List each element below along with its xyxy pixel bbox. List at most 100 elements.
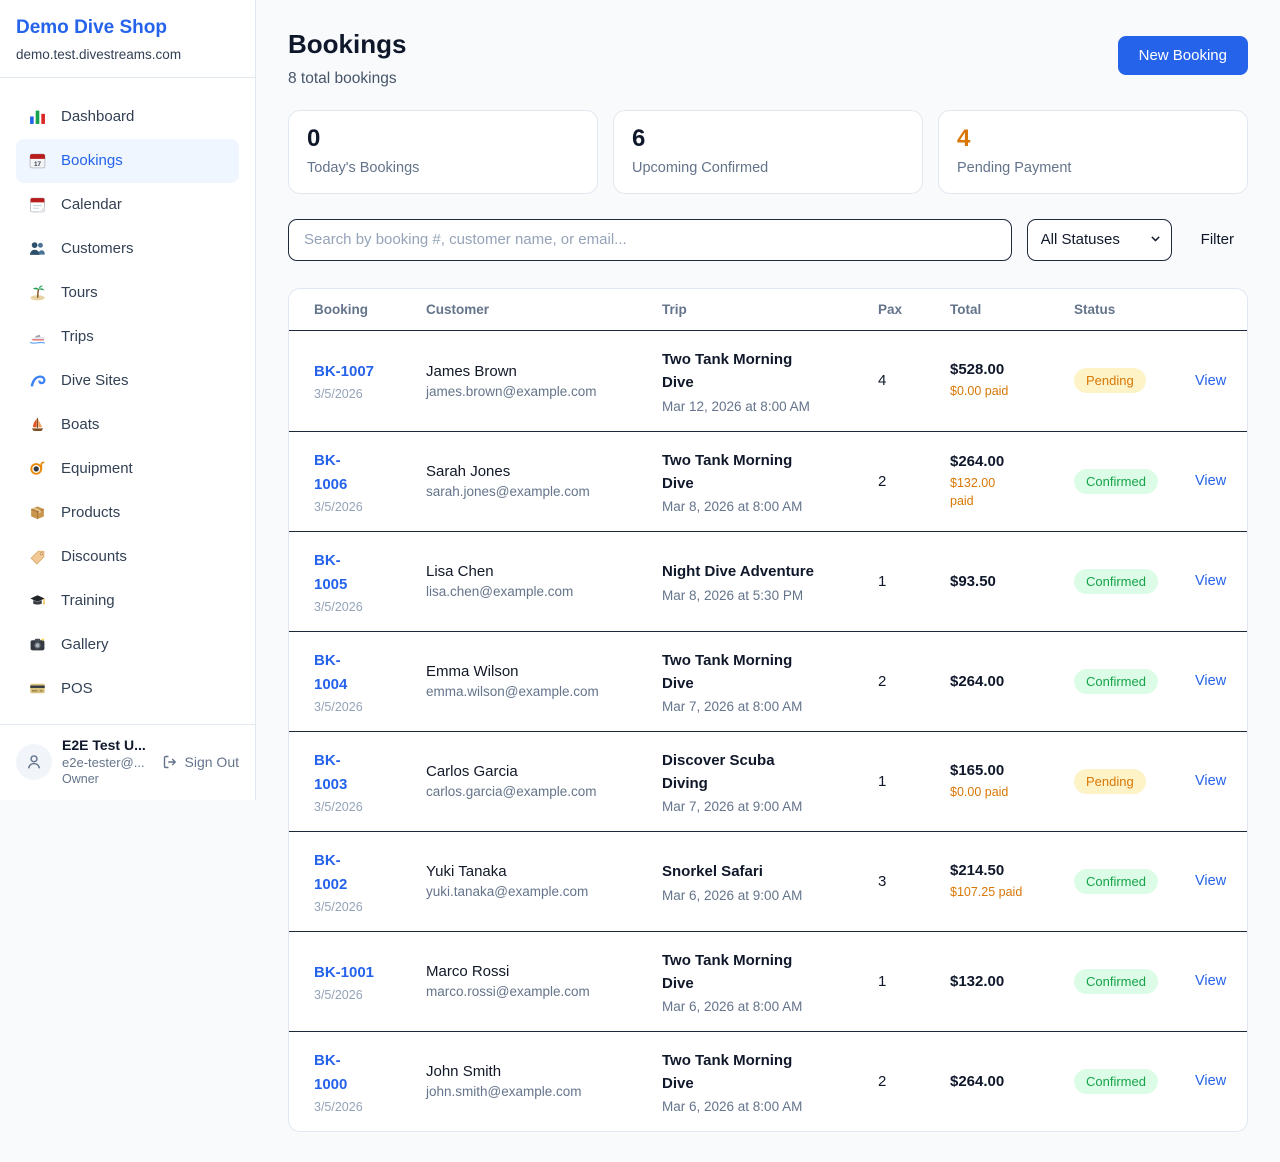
customer-cell: Emma Wilson emma.wilson@example.com (426, 663, 662, 699)
sign-out-icon (163, 755, 176, 768)
search-input[interactable] (288, 218, 1012, 261)
sidebar-item-customers[interactable]: Customers (16, 227, 239, 271)
sidebar-item-calendar[interactable]: Calendar (16, 183, 239, 227)
booking-cell: BK-1001 3/5/2026 (314, 961, 426, 1002)
status-cell: Pending (1074, 368, 1195, 394)
sidebar-item-discounts[interactable]: Discounts (16, 535, 239, 579)
trip-datetime: Mar 6, 2026 at 9:00 AM (662, 887, 803, 903)
customer-name: Marco Rossi (426, 963, 510, 981)
trip-name: Two Tank Morning Dive (662, 1051, 793, 1092)
booking-cell: BK- 1003 3/5/2026 (314, 749, 426, 814)
customer-cell: Marco Rossi marco.rossi@example.com (426, 963, 662, 999)
booking-date: 3/5/2026 (314, 899, 363, 914)
total-amount: $264.00 (950, 452, 1005, 470)
user-info: E2E Test U... e2e-tester@... Owner (62, 737, 146, 786)
booking-id-link[interactable]: BK- 1006 (314, 451, 348, 493)
trip-cell: Night Dive Adventure Mar 8, 2026 at 5:30… (662, 560, 878, 602)
column-header-trip: Trip (662, 301, 687, 317)
sidebar-item-bookings[interactable]: 17 Bookings (16, 138, 239, 183)
customer-email: sarah.jones@example.com (426, 484, 590, 500)
view-link[interactable]: View (1195, 372, 1227, 389)
customer-name: Emma Wilson (426, 663, 519, 681)
sidebar-item-boats[interactable]: Boats (16, 403, 239, 447)
sidebar-item-pos[interactable]: POS (16, 667, 239, 711)
user-email: e2e-tester@... (62, 755, 145, 770)
new-booking-button[interactable]: New Booking (1117, 36, 1248, 75)
sidebar-item-tours[interactable]: Tours (16, 271, 239, 315)
booking-id-link[interactable]: BK- 1000 (314, 1051, 348, 1093)
page-title: Bookings (288, 29, 407, 59)
stat-value: 6 (632, 124, 646, 152)
training-icon (28, 592, 46, 610)
customer-email: lisa.chen@example.com (426, 584, 574, 600)
sidebar-item-training[interactable]: Training (16, 579, 239, 623)
status-cell: Pending (1074, 768, 1195, 794)
total-cell: $214.50 $107.25 paid (950, 862, 1074, 901)
booking-id-link[interactable]: BK- 1005 (314, 551, 348, 593)
view-link[interactable]: View (1195, 973, 1227, 990)
customer-email: emma.wilson@example.com (426, 684, 599, 700)
trip-datetime: Mar 12, 2026 at 8:00 AM (662, 398, 810, 414)
booking-id-link[interactable]: BK-1001 (314, 963, 375, 981)
trip-datetime: Mar 6, 2026 at 8:00 AM (662, 999, 803, 1015)
trip-cell: Two Tank Morning Dive Mar 8, 2026 at 8:0… (662, 449, 878, 515)
table-row: BK- 1005 3/5/2026 Lisa Chen lisa.chen@ex… (289, 530, 1247, 631)
sidebar-item-dashboard[interactable]: Dashboard (16, 95, 239, 139)
booking-cell: BK- 1006 3/5/2026 (314, 449, 426, 514)
calendar-icon (28, 196, 46, 214)
status-badge: Pending (1074, 768, 1146, 794)
total-amount: $528.00 (950, 361, 1005, 379)
status-badge: Confirmed (1074, 668, 1158, 694)
column-header-status: Status (1074, 301, 1116, 317)
view-link[interactable]: View (1195, 473, 1227, 490)
brand-name[interactable]: Demo Dive Shop (16, 17, 167, 38)
view-link[interactable]: View (1195, 773, 1227, 790)
sidebar-item-gallery[interactable]: Gallery (16, 623, 239, 667)
column-header-total: Total (950, 301, 982, 317)
total-cell: $528.00 $0.00 paid (950, 361, 1074, 400)
customer-cell: Sarah Jones sarah.jones@example.com (426, 463, 662, 499)
status-filter: All Statuses (1026, 218, 1172, 261)
table-row: BK- 1004 3/5/2026 Emma Wilson emma.wilso… (289, 630, 1247, 731)
sign-out-button[interactable]: Sign Out (162, 754, 239, 770)
customer-cell: John Smith john.smith@example.com (426, 1063, 662, 1099)
booking-id-link[interactable]: BK-1007 (314, 363, 375, 381)
total-amount: $165.00 (950, 761, 1005, 779)
sidebar-item-label: Training (61, 592, 115, 610)
trip-name: Two Tank Morning Dive (662, 351, 793, 392)
boats-icon (28, 416, 46, 434)
booking-date: 3/5/2026 (314, 1099, 363, 1114)
bookings-table: Booking Customer Trip Pax Total Status BK-100… (288, 287, 1248, 1132)
total-amount: $264.00 (950, 672, 1005, 690)
trip-name: Two Tank Morning Dive (662, 951, 793, 992)
sidebar-item-products[interactable]: Products (16, 491, 239, 535)
customer-name: Yuki Tanaka (426, 863, 507, 881)
view-link[interactable]: View (1195, 873, 1227, 890)
brand-domain: demo.test.divestreams.com (16, 46, 182, 62)
pax-cell: 3 (878, 872, 887, 890)
customer-email: marco.rossi@example.com (426, 984, 590, 1000)
bookings-table-body: BK-1007 3/5/2026 James Brown james.brown… (289, 331, 1247, 1131)
pos-icon (28, 680, 46, 698)
view-link[interactable]: View (1195, 1073, 1227, 1090)
sidebar-item-trips[interactable]: Trips (16, 315, 239, 359)
booking-date: 3/5/2026 (314, 499, 363, 514)
status-select[interactable]: All Statuses (1026, 218, 1172, 261)
booking-cell: BK- 1000 3/5/2026 (314, 1049, 426, 1114)
booking-id-link[interactable]: BK- 1002 (314, 851, 348, 893)
view-link[interactable]: View (1195, 673, 1227, 690)
booking-id-link[interactable]: BK- 1003 (314, 751, 348, 793)
view-link[interactable]: View (1195, 573, 1227, 590)
stat-value: 0 (307, 124, 321, 152)
sidebar-item-equipment[interactable]: Equipment (16, 447, 239, 491)
sidebar-item-dive-sites[interactable]: Dive Sites (16, 359, 239, 403)
page-header: Bookings 8 total bookings New Booking (288, 29, 1248, 88)
sidebar: Demo Dive Shop demo.test.divestreams.com… (0, 0, 256, 800)
sidebar-item-label: Discounts (61, 548, 127, 566)
customer-cell: Carlos Garcia carlos.garcia@example.com (426, 763, 662, 799)
main-content: Bookings 8 total bookings New Booking 0 … (256, 0, 1280, 1162)
filter-row: All Statuses Filter (288, 218, 1248, 261)
pax-cell: 2 (878, 472, 887, 490)
booking-id-link[interactable]: BK- 1004 (314, 651, 348, 693)
filter-button[interactable]: Filter (1187, 231, 1248, 248)
